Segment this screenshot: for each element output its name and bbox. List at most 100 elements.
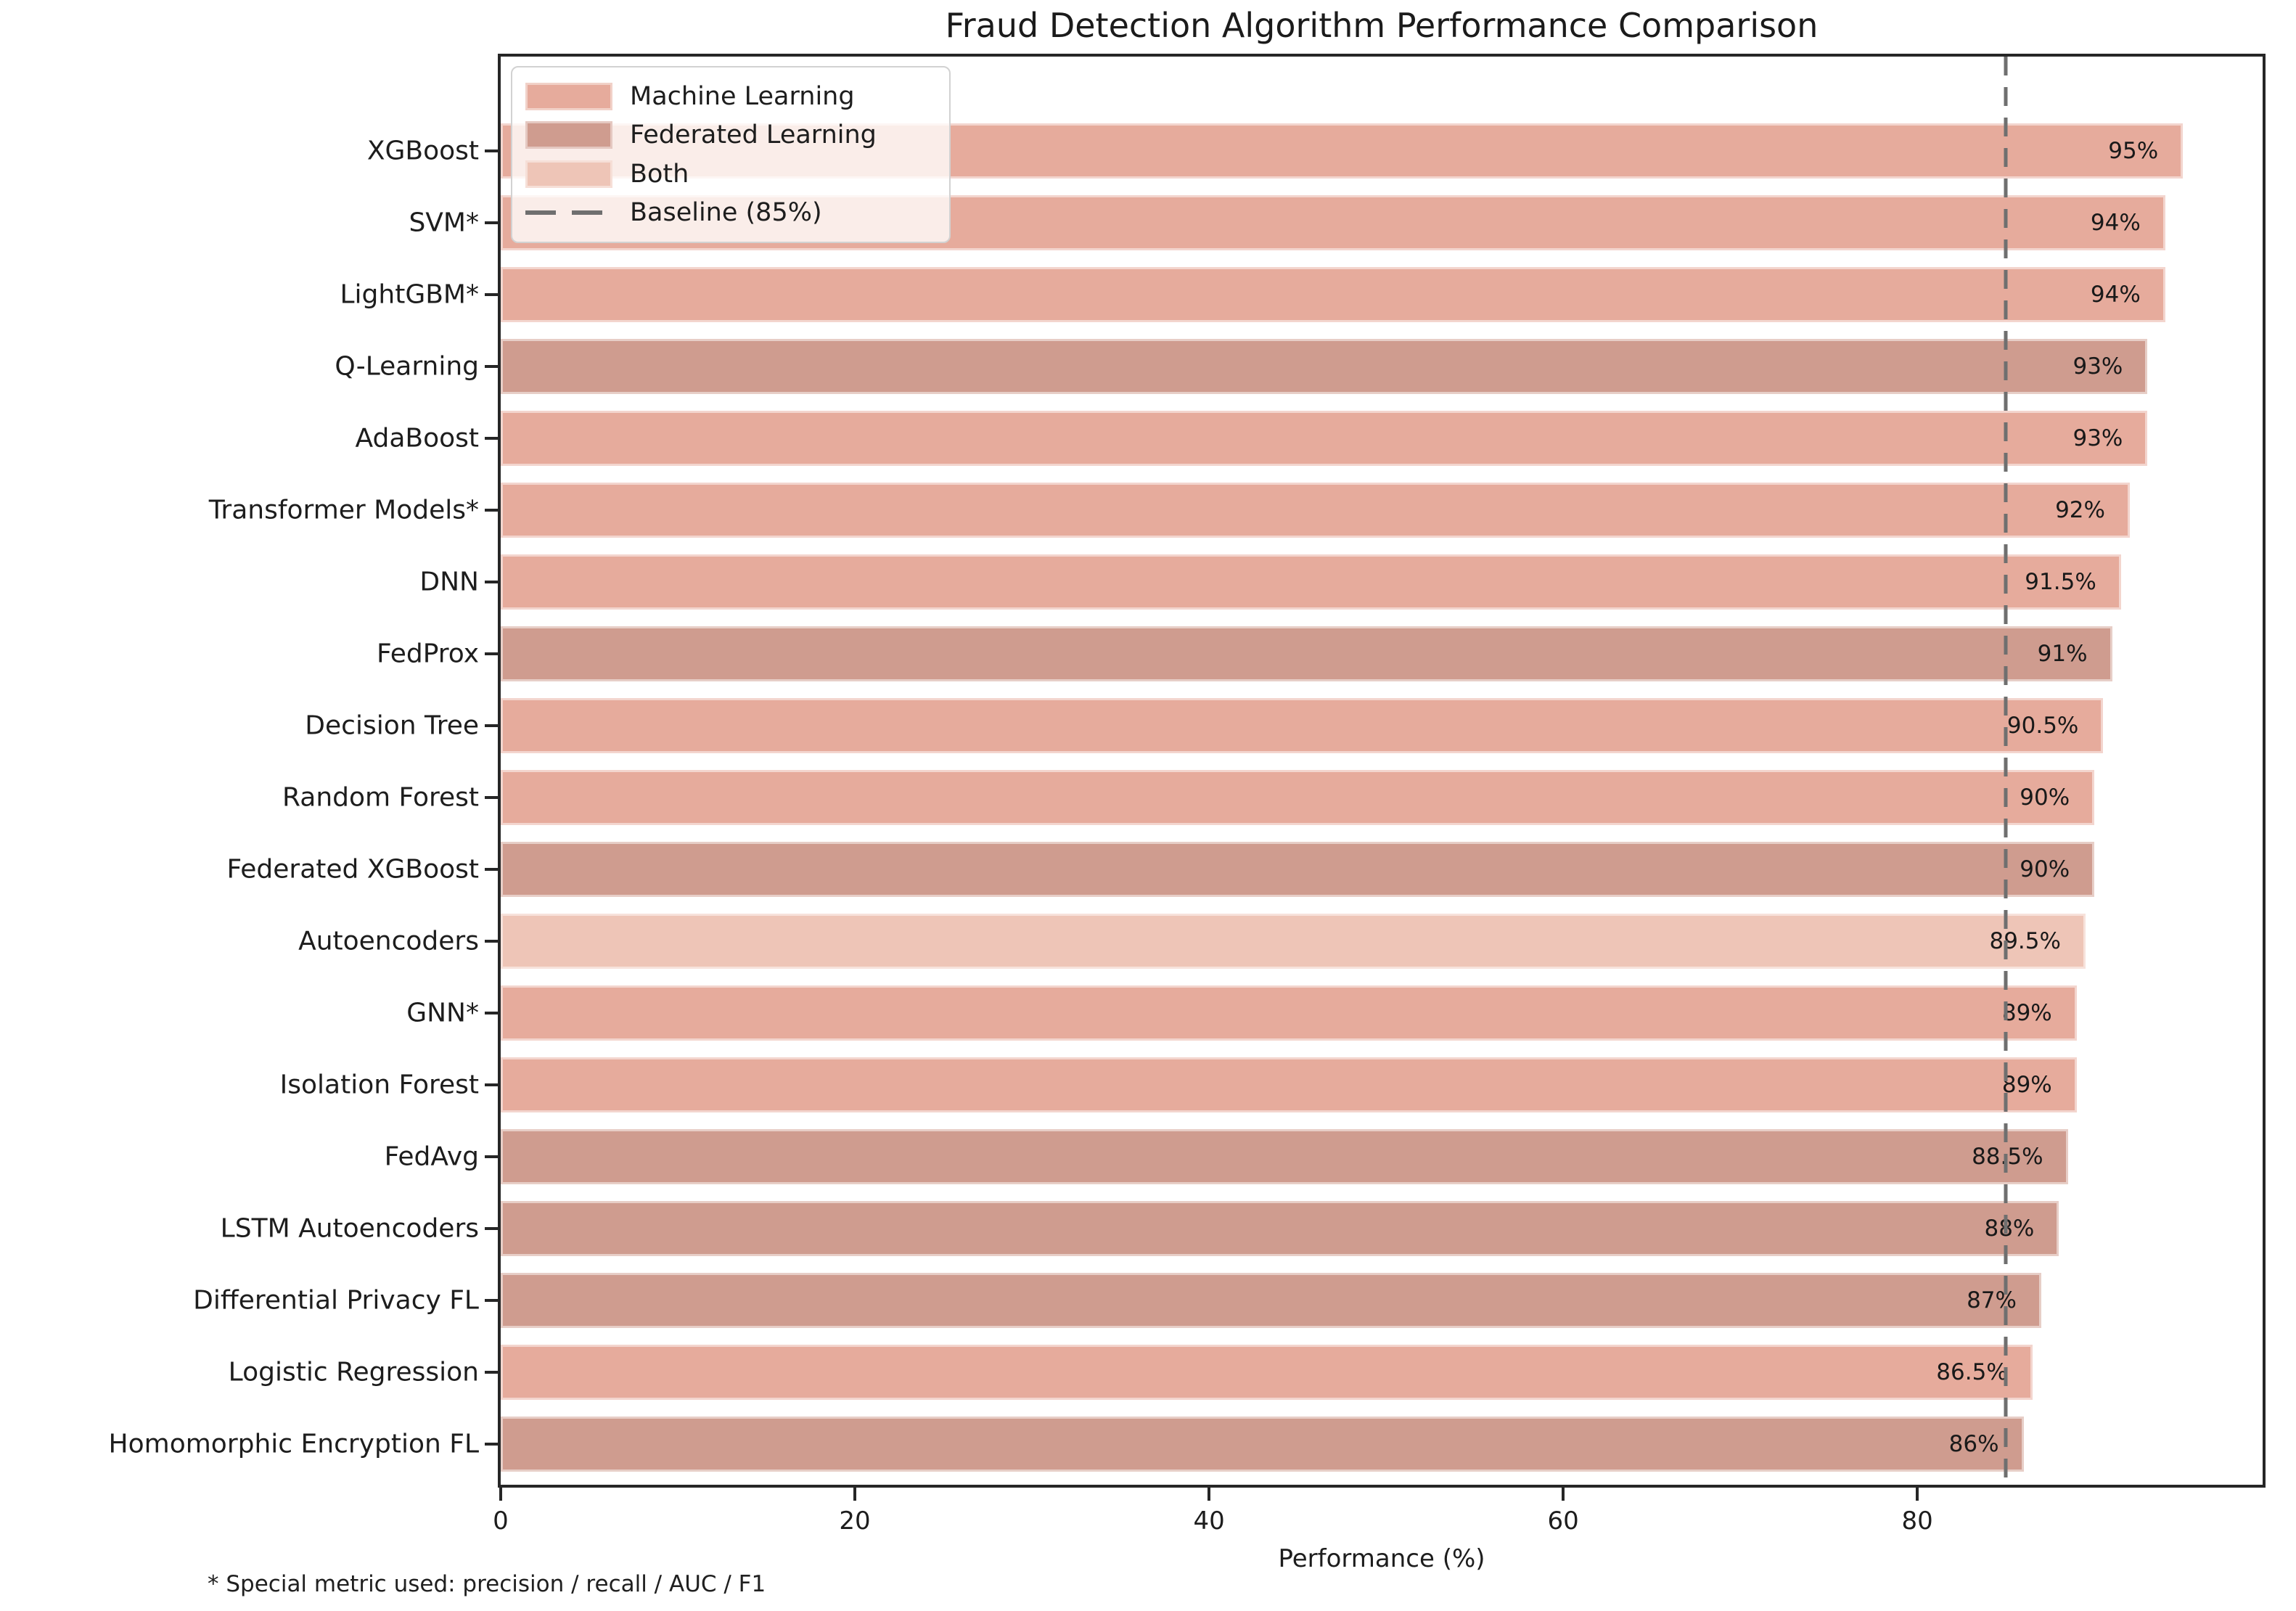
bar-gnn: 89% — [501, 985, 2077, 1041]
y-tick-mark — [485, 1083, 498, 1086]
legend-label: Baseline (85%) — [630, 197, 822, 227]
bar-federated-xgboost: 90% — [501, 842, 2095, 897]
y-tick-mark — [485, 1299, 498, 1302]
legend-swatch-both — [525, 160, 612, 188]
y-tick-mark — [485, 581, 498, 583]
bar-transformer-models: 92% — [501, 483, 2130, 538]
bar-value-label: 94% — [2090, 210, 2141, 236]
y-tick-mark — [485, 1443, 498, 1446]
y-tick-label: Q-Learning — [335, 351, 479, 382]
y-tick-label: LightGBM* — [340, 279, 480, 310]
y-tick-label: SVM* — [409, 208, 479, 238]
x-tick-label: 20 — [839, 1507, 871, 1536]
legend: Machine Learning Federated Learning Both… — [511, 66, 951, 243]
y-tick-label: DNN — [419, 567, 479, 597]
x-tick-mark — [1208, 1488, 1211, 1501]
bar-logistic-regression: 86.5% — [501, 1345, 2033, 1400]
bar-fedprox: 91% — [501, 626, 2112, 681]
y-tick-mark — [485, 149, 498, 152]
chart-title: Fraud Detection Algorithm Performance Co… — [945, 6, 1819, 45]
bar-isolation-forest: 89% — [501, 1057, 2077, 1112]
footnote: * Special metric used: precision / recal… — [208, 1571, 766, 1597]
y-tick-mark — [485, 509, 498, 512]
bar-autoencoders: 89.5% — [501, 914, 2086, 969]
bar-value-label: 90% — [2020, 856, 2070, 882]
y-tick-mark — [485, 1371, 498, 1374]
bar-value-label: 89% — [2001, 1072, 2052, 1098]
bar-value-label: 92% — [2055, 497, 2105, 523]
bar-value-label: 91% — [2037, 641, 2088, 667]
x-tick-label: 0 — [493, 1507, 509, 1536]
baseline-dashed-line — [2004, 57, 2008, 1485]
bar-value-label: 90.5% — [2006, 713, 2079, 739]
bar-value-label: 91.5% — [2025, 569, 2096, 595]
y-tick-mark — [485, 796, 498, 799]
y-tick-mark — [485, 1227, 498, 1230]
legend-item-baseline: Baseline (85%) — [525, 194, 936, 231]
y-tick-mark — [485, 724, 498, 727]
bar-value-label: 86.5% — [1936, 1359, 2008, 1385]
bar-fedavg: 88.5% — [501, 1129, 2068, 1184]
bar-value-label: 89% — [2001, 1000, 2052, 1026]
y-tick-label: AdaBoost — [355, 423, 479, 454]
legend-swatch-baseline-dash — [525, 210, 612, 215]
bar-value-label: 87% — [1967, 1287, 2017, 1313]
plot-area: 95% 94% 94% 93% 93% 92% 91.5% 91% 90.5% 90% 90% 89.… — [498, 54, 2266, 1488]
x-tick-mark — [499, 1488, 502, 1501]
y-tick-mark — [485, 437, 498, 440]
bar-value-label: 93% — [2072, 353, 2123, 380]
legend-label: Machine Learning — [630, 82, 855, 111]
y-tick-label: FedAvg — [384, 1141, 479, 1172]
bar-differential-privacy-fl: 87% — [501, 1273, 2041, 1328]
y-tick-mark — [485, 868, 498, 871]
bar-adaboost: 93% — [501, 411, 2148, 466]
legend-label: Federated Learning — [630, 120, 877, 150]
bar-value-label: 95% — [2108, 138, 2159, 164]
y-axis-labels: XGBoost SVM* LightGBM* Q-Learning AdaBoost Tr… — [0, 54, 498, 1488]
y-tick-label: LSTM Autoencoders — [220, 1213, 479, 1244]
bar-value-label: 93% — [2072, 425, 2123, 451]
bar-homomorphic-encryption-fl: 86% — [501, 1417, 2024, 1472]
bar-value-label: 94% — [2090, 282, 2141, 308]
y-tick-mark — [485, 365, 498, 368]
y-tick-mark — [485, 1155, 498, 1158]
y-tick-label: Differential Privacy FL — [193, 1285, 479, 1316]
x-tick-label: 60 — [1547, 1507, 1579, 1536]
legend-item-federated-learning: Federated Learning — [525, 116, 936, 154]
y-tick-label: Isolation Forest — [279, 1070, 479, 1100]
x-axis-ticks: 0 20 40 60 80 — [493, 1488, 2263, 1553]
y-tick-mark — [485, 1012, 498, 1014]
legend-item-machine-learning: Machine Learning — [525, 78, 936, 115]
y-tick-label: Homomorphic Encryption FL — [108, 1429, 479, 1459]
y-tick-mark — [485, 652, 498, 655]
legend-item-both: Both — [525, 155, 936, 193]
bar-lightgbm: 94% — [501, 267, 2165, 322]
bar-dnn: 91.5% — [501, 554, 2121, 610]
bar-q-learning: 93% — [501, 339, 2148, 394]
x-axis-title: Performance (%) — [1278, 1544, 1485, 1573]
x-tick-mark — [853, 1488, 857, 1501]
y-tick-label: FedProx — [376, 639, 479, 669]
y-tick-mark — [485, 940, 498, 943]
y-tick-label: XGBoost — [366, 136, 479, 166]
y-tick-mark — [485, 293, 498, 296]
legend-swatch-federated-learning — [525, 121, 612, 149]
x-tick-mark — [1562, 1488, 1565, 1501]
bar-random-forest: 90% — [501, 770, 2095, 825]
bar-value-label: 86% — [1948, 1431, 1999, 1457]
y-tick-mark — [485, 221, 498, 224]
y-tick-label: Transformer Models* — [208, 495, 479, 525]
legend-swatch-machine-learning — [525, 83, 612, 110]
y-tick-label: Logistic Regression — [228, 1357, 479, 1387]
bar-value-label: 88.5% — [501, 1129, 2068, 1184]
x-tick-mark — [1916, 1488, 1919, 1501]
y-tick-label: Federated XGBoost — [226, 854, 479, 885]
bar-value-label: 89.5% — [1989, 928, 2061, 954]
bar-decision-tree: 90.5% — [501, 698, 2104, 753]
x-tick-label: 40 — [1193, 1507, 1225, 1536]
bars-layer: 95% 94% 94% 93% 93% 92% 91.5% 91% 90.5% 90% 90% 89.… — [501, 57, 2263, 1485]
y-tick-label: Random Forest — [282, 782, 479, 813]
y-tick-label: Decision Tree — [305, 710, 479, 741]
y-tick-label: GNN* — [406, 998, 479, 1028]
